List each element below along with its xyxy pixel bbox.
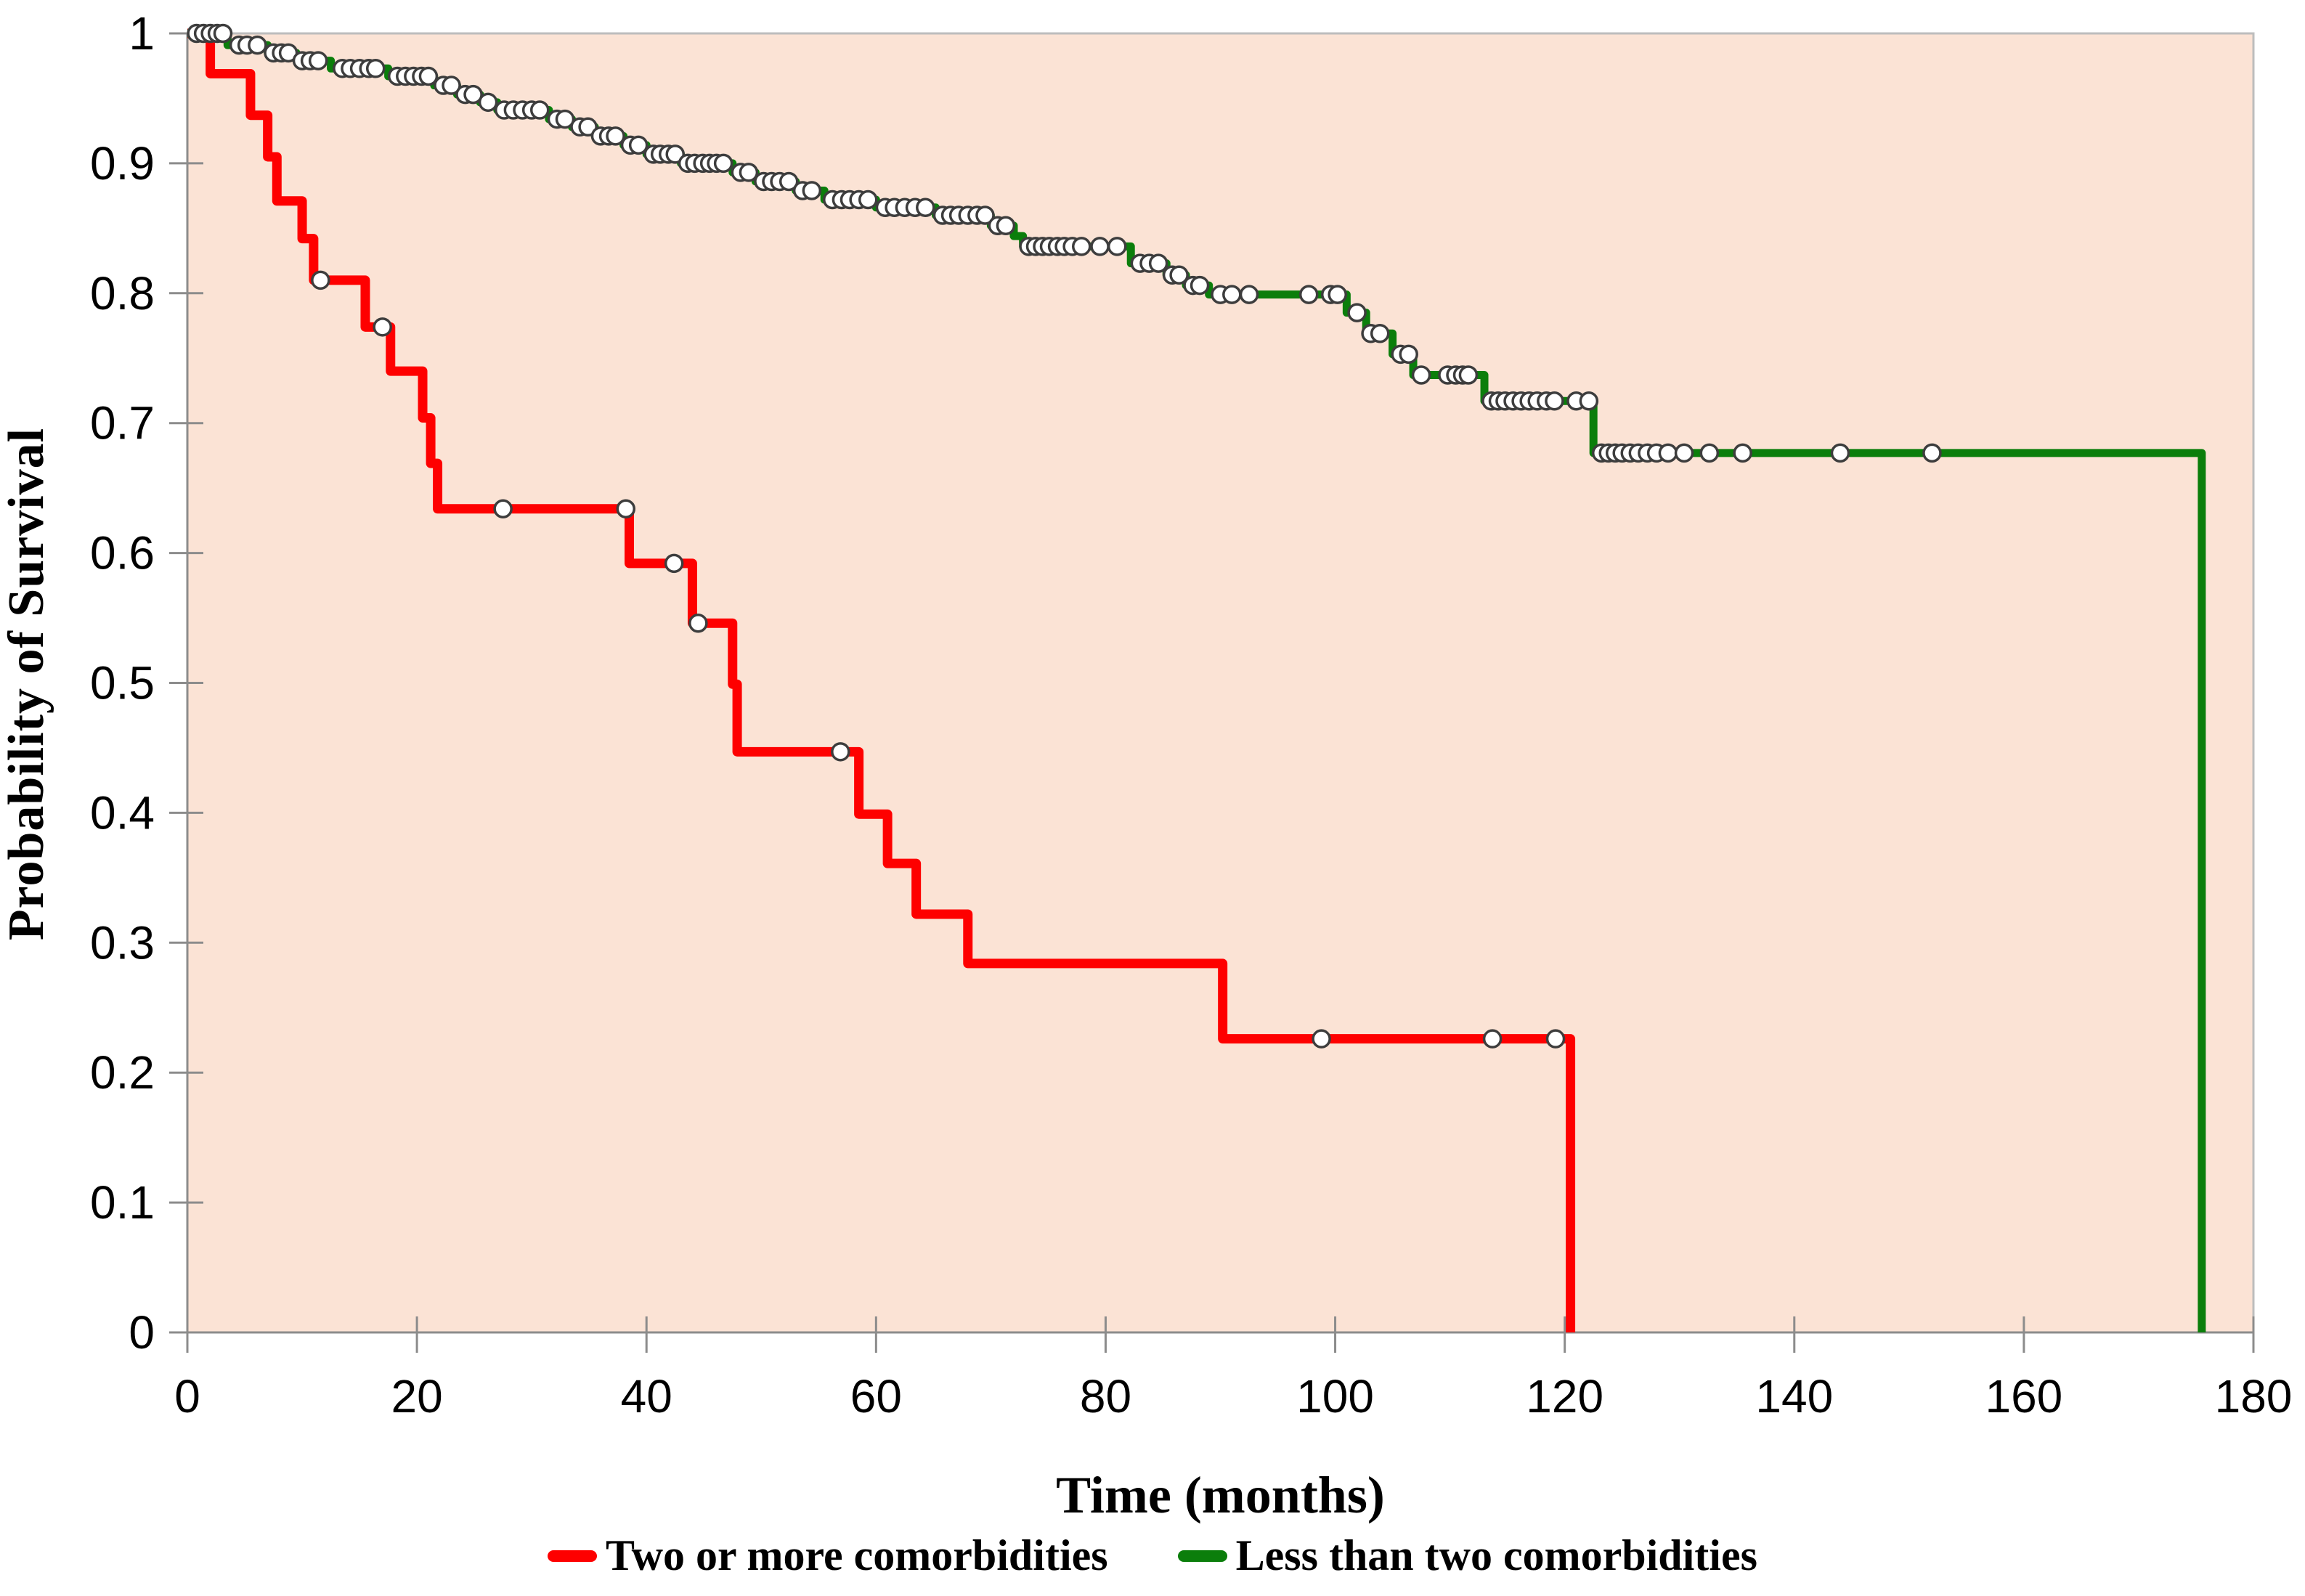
legend-label-less-than-two: Less than two comorbidities	[1235, 1531, 1757, 1579]
x-tick-label: 100	[1296, 1370, 1374, 1422]
censor-marker-icon	[713, 153, 733, 174]
legend-entry-two-or-more: Two or more comorbidities	[548, 1531, 1108, 1581]
legend-label-two-or-more: Two or more comorbidities	[606, 1531, 1108, 1579]
censor-marker-icon	[529, 100, 550, 120]
censor-marker-icon	[1090, 237, 1110, 256]
x-tick-label: 20	[391, 1370, 443, 1422]
censor-marker-icon	[1658, 443, 1678, 463]
censor-marker-icon	[1674, 443, 1694, 463]
censor-marker-icon	[831, 742, 850, 762]
censor-marker-icon	[779, 171, 799, 192]
y-tick-label: 0.6	[90, 527, 155, 579]
x-tick-label: 120	[1526, 1370, 1603, 1422]
y-tick-label: 0.8	[90, 267, 155, 319]
censor-marker-icon	[1328, 285, 1347, 304]
censor-marker-icon	[1107, 237, 1127, 256]
plot-background	[186, 32, 2255, 1334]
y-tick-label: 0.9	[90, 137, 155, 190]
censor-marker-icon	[1458, 365, 1479, 385]
censor-marker-icon	[311, 270, 330, 290]
y-tick-label: 0.3	[90, 916, 155, 969]
axis-ticks: 0 20 40 60 80 100 120 140 160 180 1 0.9 0.8 0.7 0.6 0.5…	[90, 7, 2292, 1422]
y-tick-label: 0.1	[90, 1176, 155, 1229]
censor-marker-icon	[1072, 237, 1091, 256]
censor-marker-icon	[365, 59, 386, 78]
censor-marker-icon	[248, 35, 267, 55]
censor-marker-icon	[739, 163, 759, 182]
censor-marker-icon	[493, 499, 513, 519]
censor-marker-icon	[1922, 443, 1942, 463]
censor-markers-two-or-more	[311, 270, 1566, 1049]
censor-marker-icon	[1545, 391, 1564, 411]
censor-marker-icon	[1579, 391, 1599, 411]
censor-marker-icon	[1545, 1029, 1566, 1049]
censor-marker-icon	[802, 181, 822, 200]
x-tick-label: 140	[1755, 1370, 1833, 1422]
censor-marker-icon	[1830, 443, 1850, 463]
x-tick-label: 60	[850, 1370, 902, 1422]
censor-marker-icon	[418, 66, 439, 86]
y-tick-label: 0.7	[90, 397, 155, 449]
censor-marker-icon	[665, 144, 685, 164]
censor-marker-icon	[1222, 285, 1242, 304]
series-line-two-or-more	[187, 28, 1576, 1332]
y-axis-title: Probability of Survival	[0, 427, 54, 941]
censor-marker-icon	[996, 216, 1016, 236]
censor-marker-icon	[1148, 253, 1168, 273]
y-tick-label: 1	[129, 7, 155, 60]
censor-marker-icon	[442, 76, 461, 95]
censor-marker-icon	[1370, 324, 1390, 343]
legend-entry-less-than-two: Less than two comorbidities	[1177, 1531, 1757, 1581]
censor-marker-icon	[1169, 265, 1189, 285]
censor-marker-icon	[628, 135, 649, 155]
x-tick-label: 180	[2215, 1370, 2293, 1422]
censor-marker-icon	[213, 23, 233, 44]
legend-swatch-green-icon	[1177, 1550, 1227, 1562]
censor-marker-icon	[578, 117, 598, 137]
censor-marker-icon	[1298, 285, 1319, 304]
censor-marker-icon	[1699, 443, 1720, 463]
x-tick-label: 160	[1985, 1370, 2062, 1422]
censor-markers-less-than-two	[187, 23, 1942, 463]
censor-marker-icon	[606, 126, 625, 146]
censor-marker-icon	[664, 553, 684, 574]
censor-marker-icon	[478, 92, 498, 113]
censor-marker-icon	[555, 109, 575, 129]
x-tick-label: 0	[174, 1370, 200, 1422]
censor-marker-icon	[463, 84, 483, 105]
censor-marker-icon	[308, 51, 328, 70]
y-tick-label: 0.2	[90, 1046, 155, 1099]
censor-marker-icon	[1733, 443, 1752, 463]
censor-marker-icon	[1190, 275, 1210, 296]
censor-marker-icon	[688, 613, 708, 633]
y-tick-label: 0	[129, 1306, 155, 1359]
censor-marker-icon	[1482, 1029, 1503, 1049]
y-tick-label: 0.5	[90, 657, 155, 709]
y-tick-label: 0.4	[90, 786, 155, 839]
x-tick-label: 80	[1080, 1370, 1131, 1422]
censor-marker-icon	[1399, 344, 1418, 365]
censor-marker-icon	[916, 198, 935, 217]
legend: Two or more comorbidities Less than two …	[0, 1531, 2305, 1581]
censor-marker-icon	[975, 205, 995, 225]
legend-swatch-red-icon	[548, 1550, 598, 1562]
censor-marker-icon	[1347, 303, 1367, 322]
censor-marker-icon	[858, 190, 878, 210]
x-axis-title: Time (months)	[1056, 1466, 1385, 1524]
censor-marker-icon	[1411, 365, 1431, 385]
censor-marker-icon	[373, 317, 392, 337]
x-tick-label: 40	[621, 1370, 672, 1422]
censor-marker-icon	[616, 499, 636, 519]
censor-marker-icon	[1239, 285, 1259, 304]
censor-marker-icon	[1312, 1029, 1331, 1049]
